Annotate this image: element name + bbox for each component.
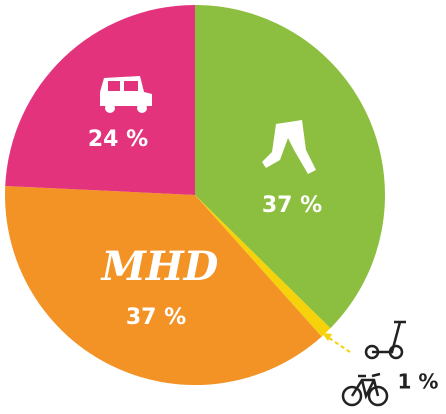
walking-icon (262, 120, 316, 174)
pointer-line (325, 335, 351, 353)
pie-slice (195, 5, 386, 329)
category-label: MHD (100, 243, 219, 290)
pointer-arrow (322, 333, 332, 341)
value-label: 24 % (88, 127, 148, 152)
value-label: 37 % (262, 193, 322, 218)
value-label: 37 % (126, 305, 186, 330)
car-icon (100, 76, 152, 113)
pie-slice (5, 185, 322, 385)
scooter-icon (364, 320, 406, 360)
value-label: 1 % (398, 370, 439, 394)
pie (5, 5, 386, 385)
bicycle-icon (341, 372, 389, 407)
pie-slice (195, 195, 331, 337)
